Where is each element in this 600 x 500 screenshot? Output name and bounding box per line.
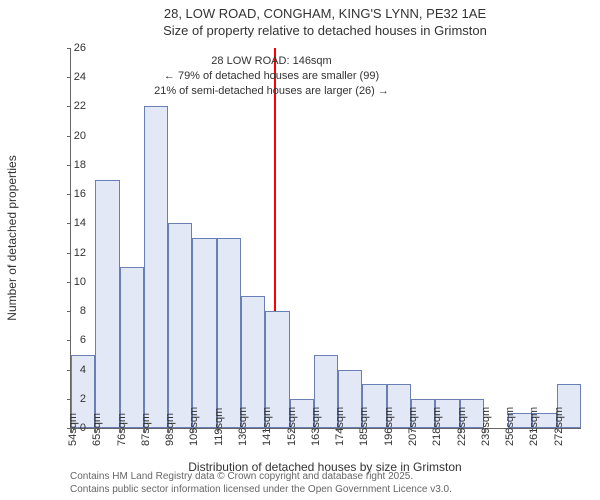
y-tick-label: 16: [74, 188, 86, 200]
y-tick-label: 0: [80, 422, 86, 434]
y-tick-label: 18: [74, 159, 86, 171]
x-tick-mark: [460, 428, 461, 432]
x-tick-mark: [192, 428, 193, 432]
y-tick-mark: [67, 253, 71, 254]
y-tick-label: 12: [74, 247, 86, 259]
x-tick-label: 141sqm: [261, 422, 273, 446]
title-line-1: 28, LOW ROAD, CONGHAM, KING'S LYNN, PE32…: [164, 6, 486, 21]
y-tick-mark: [67, 77, 71, 78]
x-tick-label: 229sqm: [456, 422, 468, 446]
y-tick-label: 14: [74, 217, 86, 229]
y-tick-label: 6: [80, 334, 86, 346]
histogram-bar: [120, 267, 144, 428]
y-tick-mark: [67, 311, 71, 312]
x-tick-label: 152sqm: [286, 422, 298, 446]
x-tick-mark: [532, 428, 533, 432]
x-tick-label: 207sqm: [407, 422, 419, 446]
x-tick-label: 130sqm: [237, 422, 249, 446]
histogram-bar: [192, 238, 216, 428]
footer-line-1: Contains HM Land Registry data © Crown c…: [70, 471, 413, 482]
x-tick-mark: [435, 428, 436, 432]
y-tick-mark: [67, 399, 71, 400]
y-tick-mark: [67, 165, 71, 166]
x-tick-mark: [265, 428, 266, 432]
y-tick-label: 10: [74, 276, 86, 288]
x-tick-label: 119sqm: [213, 422, 225, 446]
x-tick-mark: [95, 428, 96, 432]
x-tick-mark: [387, 428, 388, 432]
y-tick-mark: [67, 106, 71, 107]
x-tick-label: 163sqm: [310, 422, 322, 446]
x-tick-mark: [120, 428, 121, 432]
x-tick-mark: [144, 428, 145, 432]
x-tick-label: 65sqm: [91, 422, 103, 446]
x-tick-label: 87sqm: [140, 422, 152, 446]
x-tick-label: 272sqm: [553, 422, 565, 446]
footer-line-2: Contains public sector information licen…: [70, 484, 452, 495]
y-tick-label: 26: [74, 42, 86, 54]
y-tick-label: 8: [80, 305, 86, 317]
x-tick-label: 239sqm: [480, 422, 492, 446]
y-tick-mark: [67, 370, 71, 371]
annotation-line-1: 28 LOW ROAD: 146sqm: [211, 55, 331, 67]
x-tick-mark: [362, 428, 363, 432]
x-tick-mark: [241, 428, 242, 432]
x-tick-mark: [217, 428, 218, 432]
annotation-line-2: ← 79% of detached houses are smaller (99…: [164, 70, 379, 82]
x-tick-mark: [290, 428, 291, 432]
y-tick-label: 2: [80, 393, 86, 405]
x-tick-mark: [557, 428, 558, 432]
x-tick-label: 250sqm: [504, 422, 516, 446]
annotation-box: 28 LOW ROAD: 146sqm ← 79% of detached ho…: [154, 54, 389, 99]
x-tick-label: 98sqm: [164, 422, 176, 446]
x-tick-mark: [168, 428, 169, 432]
x-tick-mark: [71, 428, 72, 432]
x-tick-mark: [314, 428, 315, 432]
annotation-line-3: 21% of semi-detached houses are larger (…: [154, 85, 389, 97]
x-tick-mark: [411, 428, 412, 432]
chart-title: 28, LOW ROAD, CONGHAM, KING'S LYNN, PE32…: [70, 6, 580, 40]
y-tick-label: 22: [74, 100, 86, 112]
x-tick-label: 185sqm: [358, 422, 370, 446]
title-line-2: Size of property relative to detached ho…: [163, 23, 487, 38]
y-tick-label: 24: [74, 71, 86, 83]
histogram-chart: 28, LOW ROAD, CONGHAM, KING'S LYNN, PE32…: [0, 0, 600, 500]
x-tick-mark: [338, 428, 339, 432]
y-tick-mark: [67, 340, 71, 341]
y-tick-mark: [67, 282, 71, 283]
histogram-bar: [144, 106, 168, 428]
x-tick-label: 76sqm: [116, 422, 128, 446]
x-tick-label: 174sqm: [334, 422, 346, 446]
y-tick-mark: [67, 194, 71, 195]
chart-footer: Contains HM Land Registry data © Crown c…: [70, 470, 580, 496]
x-tick-label: 109sqm: [188, 422, 200, 446]
x-tick-mark: [508, 428, 509, 432]
y-axis-label: Number of detached properties: [5, 155, 19, 320]
x-tick-label: 261sqm: [528, 422, 540, 446]
y-tick-mark: [67, 48, 71, 49]
histogram-bar: [217, 238, 241, 428]
y-tick-label: 4: [80, 364, 86, 376]
x-tick-label: 196sqm: [383, 422, 395, 446]
y-tick-label: 20: [74, 130, 86, 142]
plot-area: 28 LOW ROAD: 146sqm ← 79% of detached ho…: [70, 48, 581, 429]
y-tick-mark: [67, 136, 71, 137]
y-tick-mark: [67, 223, 71, 224]
histogram-bar: [95, 180, 119, 428]
histogram-bar: [168, 223, 192, 428]
x-tick-label: 218sqm: [431, 422, 443, 446]
x-tick-mark: [484, 428, 485, 432]
x-tick-label: 54sqm: [67, 422, 79, 446]
